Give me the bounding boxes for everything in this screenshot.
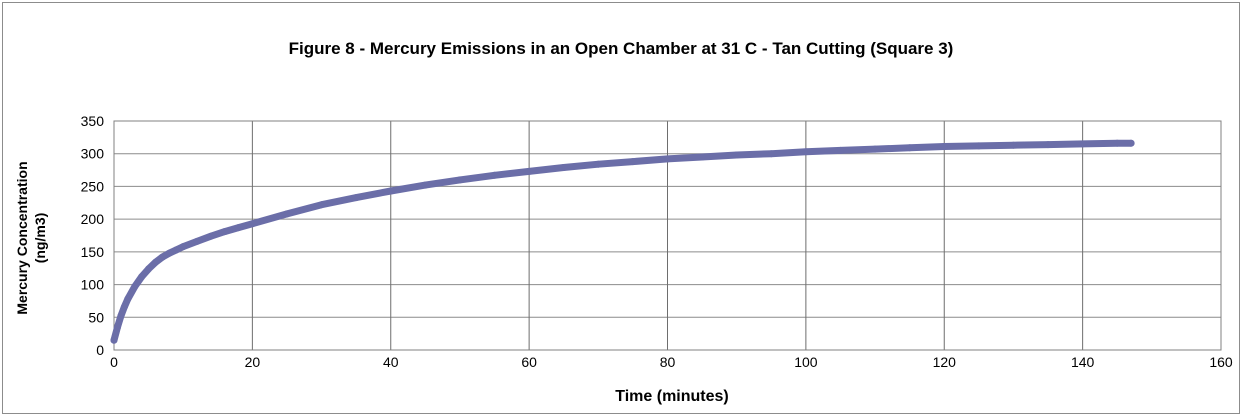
chart-title: Figure 8 - Mercury Emissions in an Open … [289, 39, 954, 58]
data-point [629, 158, 637, 166]
data-point [248, 220, 256, 228]
data-point [172, 246, 180, 254]
data-point [560, 164, 568, 171]
grid-layer [113, 120, 1222, 351]
data-point [235, 224, 242, 232]
data-point [525, 167, 533, 175]
data-point [1009, 141, 1017, 149]
data-point [456, 176, 464, 184]
data-point [165, 249, 173, 257]
data-point [352, 194, 360, 202]
x-axis-title: Time (minutes) [615, 388, 729, 405]
y-tick-label: 100 [81, 277, 105, 293]
data-point [318, 201, 326, 209]
x-tick-label: 140 [1071, 354, 1095, 370]
x-tick-label: 120 [933, 354, 957, 370]
data-point [207, 232, 215, 240]
data-point [283, 210, 291, 218]
y-tick-label: 0 [96, 342, 104, 358]
x-tick-label: 40 [383, 354, 399, 370]
data-point [421, 181, 429, 189]
data-point [594, 160, 602, 168]
data-point [1127, 139, 1135, 147]
x-tick-label: 100 [794, 354, 818, 370]
data-point [131, 283, 139, 290]
data-point [767, 150, 775, 158]
data-point [802, 148, 810, 156]
y-tick-label: 350 [81, 113, 105, 129]
data-layer [110, 139, 1135, 344]
data-point [733, 151, 741, 159]
data-point [940, 143, 948, 150]
data-point [179, 243, 187, 251]
data-point [120, 303, 128, 311]
x-tick-label: 160 [1209, 354, 1233, 370]
data-point [114, 323, 121, 331]
tick-layer: 0 50 100 150 200 250 300 350 0 20 40 60 80 100 120 140 1… [81, 113, 1233, 370]
data-point [221, 228, 229, 236]
x-tick-label: 80 [660, 354, 676, 370]
series-line [110, 139, 1135, 344]
data-point [906, 144, 914, 152]
data-point [1079, 140, 1087, 148]
data-point [152, 258, 159, 266]
y-tick-label: 300 [81, 146, 105, 162]
data-point [138, 273, 146, 281]
data-point [837, 146, 844, 154]
data-point [110, 336, 118, 344]
data-point [387, 187, 395, 195]
data-point [1044, 141, 1052, 149]
plot-area [113, 120, 1222, 351]
data-point [975, 142, 983, 150]
y-tick-label: 250 [81, 178, 105, 194]
y-tick-label: 50 [88, 309, 104, 325]
data-point [193, 237, 201, 245]
y-axis-title-group: Mercury Concentration (ng/m3) [14, 161, 48, 314]
data-point [871, 145, 879, 153]
y-tick-label: 150 [81, 244, 105, 260]
data-point [117, 312, 125, 320]
y-tick-label: 200 [81, 211, 105, 227]
data-point [491, 171, 498, 179]
data-point [124, 295, 132, 303]
x-tick-label: 0 [110, 354, 118, 370]
chart-svg: Figure 8 - Mercury Emissions in an Open … [14, 39, 1233, 405]
data-point [158, 253, 166, 261]
x-tick-label: 60 [521, 354, 537, 370]
data-point [664, 155, 671, 163]
y-axis-title-line2: (ng/m3) [32, 213, 48, 264]
x-tick-label: 20 [245, 354, 261, 370]
data-point [145, 265, 153, 273]
data-point [1113, 139, 1121, 147]
data-point [698, 153, 706, 161]
y-axis-title-line1: Mercury Concentration [14, 161, 30, 314]
